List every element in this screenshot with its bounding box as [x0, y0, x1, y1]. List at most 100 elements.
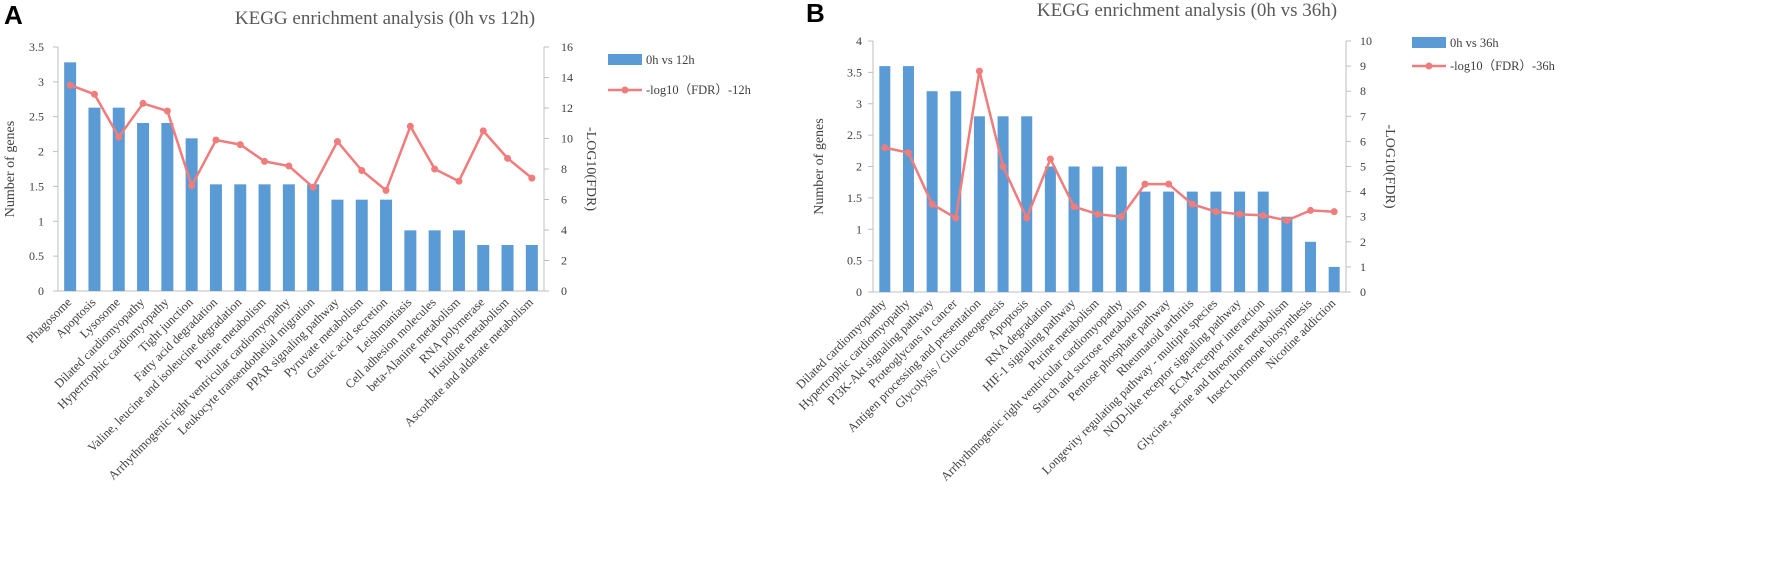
y2-tick-label: 6 [561, 193, 567, 207]
line-point [358, 167, 366, 175]
y2-tick-label: 8 [561, 162, 567, 176]
y-tick-label: 4 [856, 34, 862, 48]
chart-title: KEGG enrichment analysis (0h vs 36h) [1037, 0, 1337, 21]
line-point [66, 81, 74, 89]
y2-tick-label: 6 [1360, 134, 1366, 148]
bar [950, 91, 962, 292]
line-point [1236, 210, 1244, 218]
y-tick-label: 2 [38, 145, 44, 159]
bar [452, 230, 465, 291]
legend-bar-label: 0h vs 12h [646, 53, 695, 67]
bar [112, 107, 125, 291]
line-point [1094, 210, 1102, 218]
y2-tick-label: 8 [1360, 84, 1366, 98]
bar [1163, 191, 1175, 292]
bar [1210, 191, 1222, 292]
bar [209, 184, 222, 291]
legend-line-label: -log10（FDR）-12h [646, 83, 752, 97]
line-point [431, 165, 439, 173]
y2-tick-label: 4 [561, 223, 567, 237]
line-point [1212, 208, 1220, 216]
line-point [1046, 155, 1054, 163]
line-point [1070, 203, 1078, 211]
bar [477, 244, 490, 291]
bar [88, 107, 101, 291]
bar [1092, 166, 1104, 292]
bar [355, 199, 368, 291]
y-tick-label: 3.5 [847, 65, 862, 79]
bar [1115, 166, 1127, 292]
bar [997, 116, 1009, 292]
y2-tick-label: 0 [561, 284, 567, 298]
bar [1186, 191, 1198, 292]
y2-axis-label: -LOG10(FDR) [1382, 125, 1397, 209]
bar [973, 116, 985, 292]
bar [1044, 166, 1056, 292]
bar [1281, 216, 1293, 292]
y2-tick-label: 4 [1360, 185, 1366, 199]
line-point [261, 157, 269, 165]
line-point [928, 200, 936, 208]
legend: 0h vs 36h -log10（FDR）-36h [1412, 36, 1556, 73]
line-point [455, 177, 463, 185]
y2-tick-label: 7 [1360, 109, 1366, 123]
line-point [406, 122, 414, 130]
line-point [309, 183, 317, 191]
y2-tick-label: 9 [1360, 59, 1366, 73]
y-axis-label: Number of genes [3, 121, 18, 217]
bar [64, 62, 77, 291]
line-point [333, 138, 341, 146]
line-point [212, 136, 220, 144]
y-tick-label: 2.5 [847, 128, 862, 142]
line-point [881, 144, 889, 152]
y-tick-label: 3 [856, 97, 862, 111]
y-tick-label: 3 [38, 75, 44, 89]
bar [1139, 191, 1151, 292]
y2-tick-label: 10 [561, 132, 573, 146]
legend-bar-swatch [1412, 37, 1446, 48]
line-point [1259, 211, 1267, 219]
y2-tick-label: 10 [1360, 34, 1372, 48]
y-tick-label: 2 [856, 160, 862, 174]
y-tick-label: 3.5 [29, 40, 44, 54]
legend-line-marker [621, 86, 629, 94]
bar [404, 230, 417, 291]
line-series [69, 83, 533, 193]
line-point [975, 67, 983, 75]
line-point [904, 149, 912, 157]
y2-tick-label: 3 [1360, 210, 1366, 224]
y2-tick-label: 1 [1360, 260, 1366, 274]
bar [1068, 166, 1080, 292]
y2-tick-label: 14 [561, 71, 573, 85]
chart-panel-b: B KEGG enrichment analysis (0h vs 36h) 0 0.… [793, 0, 1555, 484]
y2-tick-label: 2 [1360, 235, 1366, 249]
line-point [382, 186, 390, 194]
bar [161, 122, 174, 291]
bar [926, 91, 938, 292]
bar [1234, 191, 1246, 292]
y2-tick-label: 0 [1360, 285, 1366, 299]
line-point [115, 133, 123, 141]
line-point [139, 99, 147, 107]
y2-tick-label: 16 [561, 40, 573, 54]
y-tick-label: 0.5 [847, 254, 862, 268]
y-tick-label: 1 [856, 222, 862, 236]
line-series [884, 70, 1335, 222]
line-point [952, 214, 960, 222]
y2-axis-label: -LOG10(FDR) [583, 127, 598, 211]
y-tick-label: 1 [38, 214, 44, 228]
y2-tick-label: 5 [1360, 160, 1366, 174]
y2-tick-label: 2 [561, 254, 567, 268]
line-point [999, 163, 1007, 170]
bar [1305, 241, 1317, 292]
y-tick-label: 1.5 [29, 179, 44, 193]
bar [879, 66, 891, 292]
y-axis-label: Number of genes [812, 118, 827, 214]
bar [185, 138, 198, 291]
line-point [1283, 216, 1291, 224]
y-tick-label: 2.5 [29, 110, 44, 124]
bar [307, 184, 320, 291]
line-point [1141, 180, 1149, 188]
legend-line-label: -log10（FDR）-36h [1450, 59, 1556, 73]
y-tick-label: 0 [856, 285, 862, 299]
